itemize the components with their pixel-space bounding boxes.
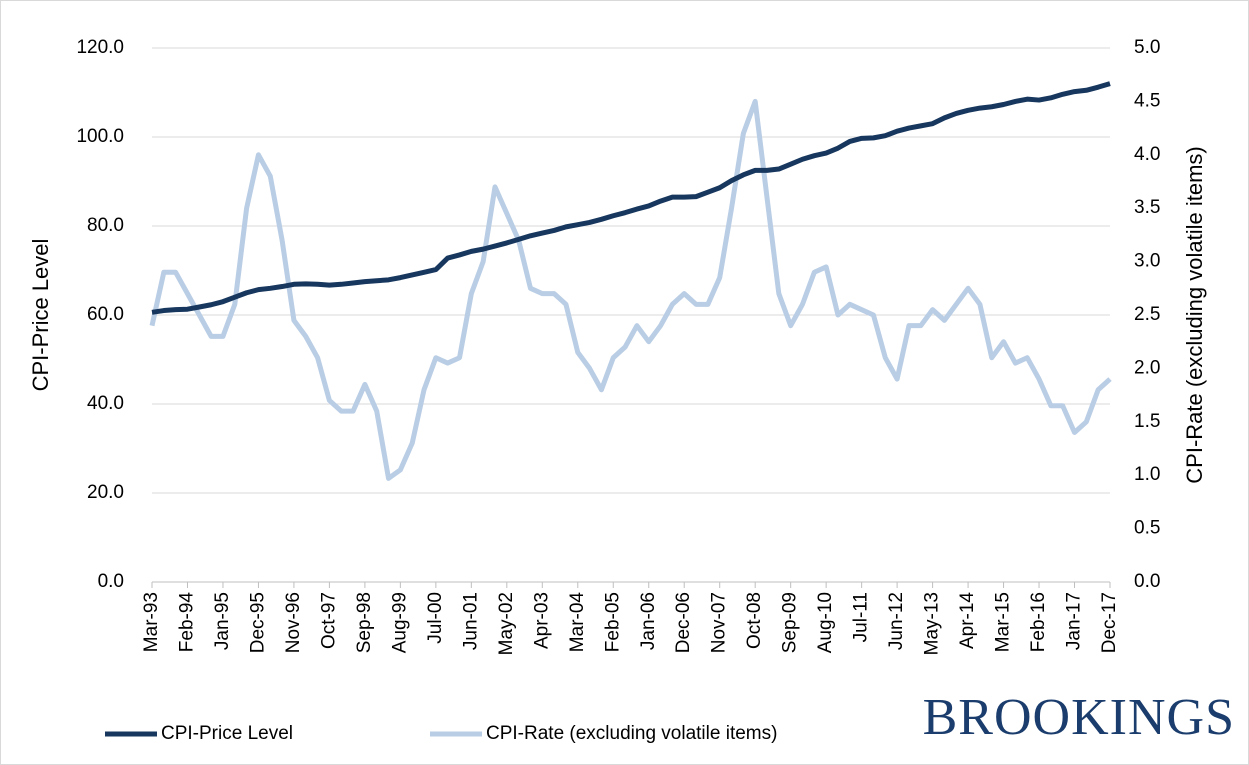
y2-tick-label: 4.5 [1134,90,1160,111]
x-tick-label: Nov-07 [709,592,730,653]
y2-tick-label: 4.0 [1134,144,1160,165]
y-tick-label: 100.0 [76,126,124,147]
x-tick-label: Jul-00 [425,592,446,644]
x-tick-label: Feb-16 [1028,592,1049,652]
x-tick-label: Mar-93 [141,592,162,652]
y2-tick-label: 1.0 [1134,464,1160,485]
x-tick-label: Mar-04 [567,592,588,653]
x-tick-label: Aug-99 [389,592,410,653]
y2-tick-label: 1.5 [1134,411,1160,432]
x-tick-label: Jun-12 [886,592,907,650]
x-tick-label: Feb-05 [602,592,623,652]
x-tick-label: Apr-03 [531,592,552,649]
legend-label: CPI-Price Level [161,723,293,744]
y-tick-label: 20.0 [87,482,124,503]
x-tick-label: May-02 [496,592,517,655]
data-line [149,98,1112,481]
logo: BROOKINGS [923,689,1235,746]
x-tick-label: Sep-09 [780,592,801,653]
x-tick-label: Feb-94 [176,592,197,653]
x-tick-label: Apr-14 [957,592,978,649]
x-tick-label: Jan-06 [638,592,659,650]
y2-tick-label: 0.5 [1134,518,1160,539]
y2-tick-label: 0.0 [1134,571,1160,592]
y-tick-label: 40.0 [87,393,124,414]
y2-tick-label: 3.0 [1134,251,1160,272]
x-tick-label: Oct-08 [744,592,765,649]
legend-label: CPI-Rate (excluding volatile items) [486,723,777,744]
y2-tick-label: 3.5 [1134,197,1160,218]
x-tick-label: Aug-10 [815,592,836,653]
x-tick-label: Jul-11 [851,592,872,642]
y-tick-label: 60.0 [87,304,124,325]
y2-tick-label: 2.5 [1134,304,1160,325]
y2-tick-label: 5.0 [1134,37,1160,58]
x-tick-label: May-13 [922,592,943,655]
data-line [151,81,1111,315]
x-tick-label: Jan-95 [212,592,233,650]
x-tick-label: Dec-06 [673,592,694,653]
x-tick-label: Dec-95 [247,592,268,653]
x-tick-label: Jan-17 [1064,592,1085,650]
x-tick-label: Dec-17 [1099,592,1120,653]
x-tick-label: Jun-01 [460,592,481,650]
x-tick-label: Sep-98 [354,592,375,653]
x-tick-label: Nov-96 [283,592,304,653]
y2-axis-title: CPI-Rate (excluding volatile items) [1182,146,1207,483]
y-axis-title: CPI-Price Level [28,239,53,392]
y-tick-label: 0.0 [98,571,124,592]
y-tick-label: 120.0 [76,37,124,58]
y-tick-label: 80.0 [87,215,124,236]
x-tick-label: Mar-15 [993,592,1014,652]
y2-tick-label: 2.0 [1134,357,1160,378]
x-tick-label: Oct-97 [318,592,339,649]
